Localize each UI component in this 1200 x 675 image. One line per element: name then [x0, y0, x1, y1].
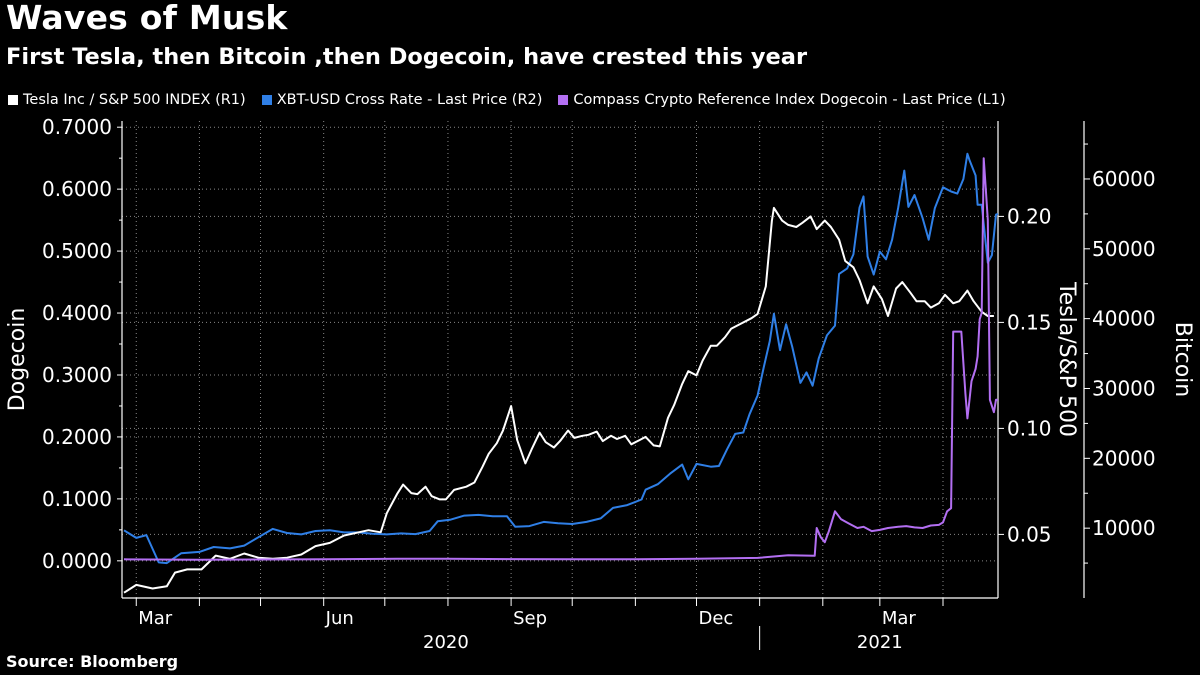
source-note: Source: Bloomberg: [6, 652, 179, 671]
series-line-bitcoin: [123, 152, 999, 565]
tick-label-x: Jun: [325, 608, 354, 629]
tick-label-x: Mar: [882, 608, 917, 629]
tick-label-right2: 30000: [1092, 376, 1156, 400]
axis-title-right2: Bitcoin: [1170, 322, 1195, 397]
legend-swatch-bitcoin: [261, 95, 272, 105]
tick-label-right2: 20000: [1092, 446, 1156, 470]
tick-label-left: 0.1000: [42, 487, 112, 511]
tick-label-right1: 0.20: [1007, 204, 1052, 228]
tick-label-left: 0.7000: [42, 115, 112, 139]
series-line-tesla: [123, 206, 994, 594]
axis-labels: 0.0000 0.1000 0.2000 0.3000 0.4000 0.5000 0.60…: [5, 115, 1195, 653]
tick-label-left: 0.0000: [42, 549, 112, 573]
series-lines: [123, 152, 999, 594]
tick-label-left: 0.6000: [42, 177, 112, 201]
legend-item-bitcoin[interactable]: XBT-USD Cross Rate - Last Price (R2): [261, 92, 543, 108]
tick-label-right2: 40000: [1092, 307, 1156, 331]
tick-label-x: Dec: [698, 608, 733, 629]
axis-title-right1: Tesla/S&P 500: [1054, 281, 1079, 437]
tick-label-left: 0.4000: [42, 301, 112, 325]
legend-label-tesla: Tesla Inc / S&P 500 INDEX (R1): [23, 92, 246, 108]
tick-label-left: 0.2000: [42, 425, 112, 449]
axes: [117, 121, 1090, 650]
tick-label-left: 0.5000: [42, 239, 112, 263]
legend-swatch-dogecoin: [558, 95, 569, 105]
year-label: 2021: [857, 632, 903, 653]
chart-subtitle: First Tesla, then Bitcoin ,then Dogecoin…: [6, 44, 808, 70]
legend-item-dogecoin[interactable]: Compass Crypto Reference Index Dogecoin …: [558, 92, 1006, 108]
tick-label-right2: 50000: [1092, 237, 1156, 261]
legend-item-tesla[interactable]: Tesla Inc / S&P 500 INDEX (R1): [8, 92, 246, 108]
tick-label-right1: 0.10: [1007, 416, 1052, 440]
chart-title: Waves of Musk: [6, 0, 288, 37]
tick-label-right2: 60000: [1092, 167, 1156, 191]
grid: [122, 121, 998, 598]
tick-label-left: 0.3000: [42, 363, 112, 387]
tick-label-right2: 10000: [1092, 516, 1156, 540]
legend-label-bitcoin: XBT-USD Cross Rate - Last Price (R2): [276, 92, 543, 108]
tick-label-x: Mar: [138, 608, 173, 629]
tick-label-x: Sep: [513, 608, 547, 629]
tick-label-right1: 0.15: [1007, 310, 1052, 334]
legend-swatch-tesla: [8, 95, 18, 105]
axis-title-left: Dogecoin: [5, 308, 30, 412]
tick-label-right1: 0.05: [1007, 522, 1052, 546]
legend-label-dogecoin: Compass Crypto Reference Index Dogecoin …: [573, 92, 1006, 108]
series-line-dogecoin: [123, 157, 998, 561]
year-label: 2020: [423, 632, 469, 653]
legend: Tesla Inc / S&P 500 INDEX (R1) XBT-USD C…: [8, 92, 1006, 108]
